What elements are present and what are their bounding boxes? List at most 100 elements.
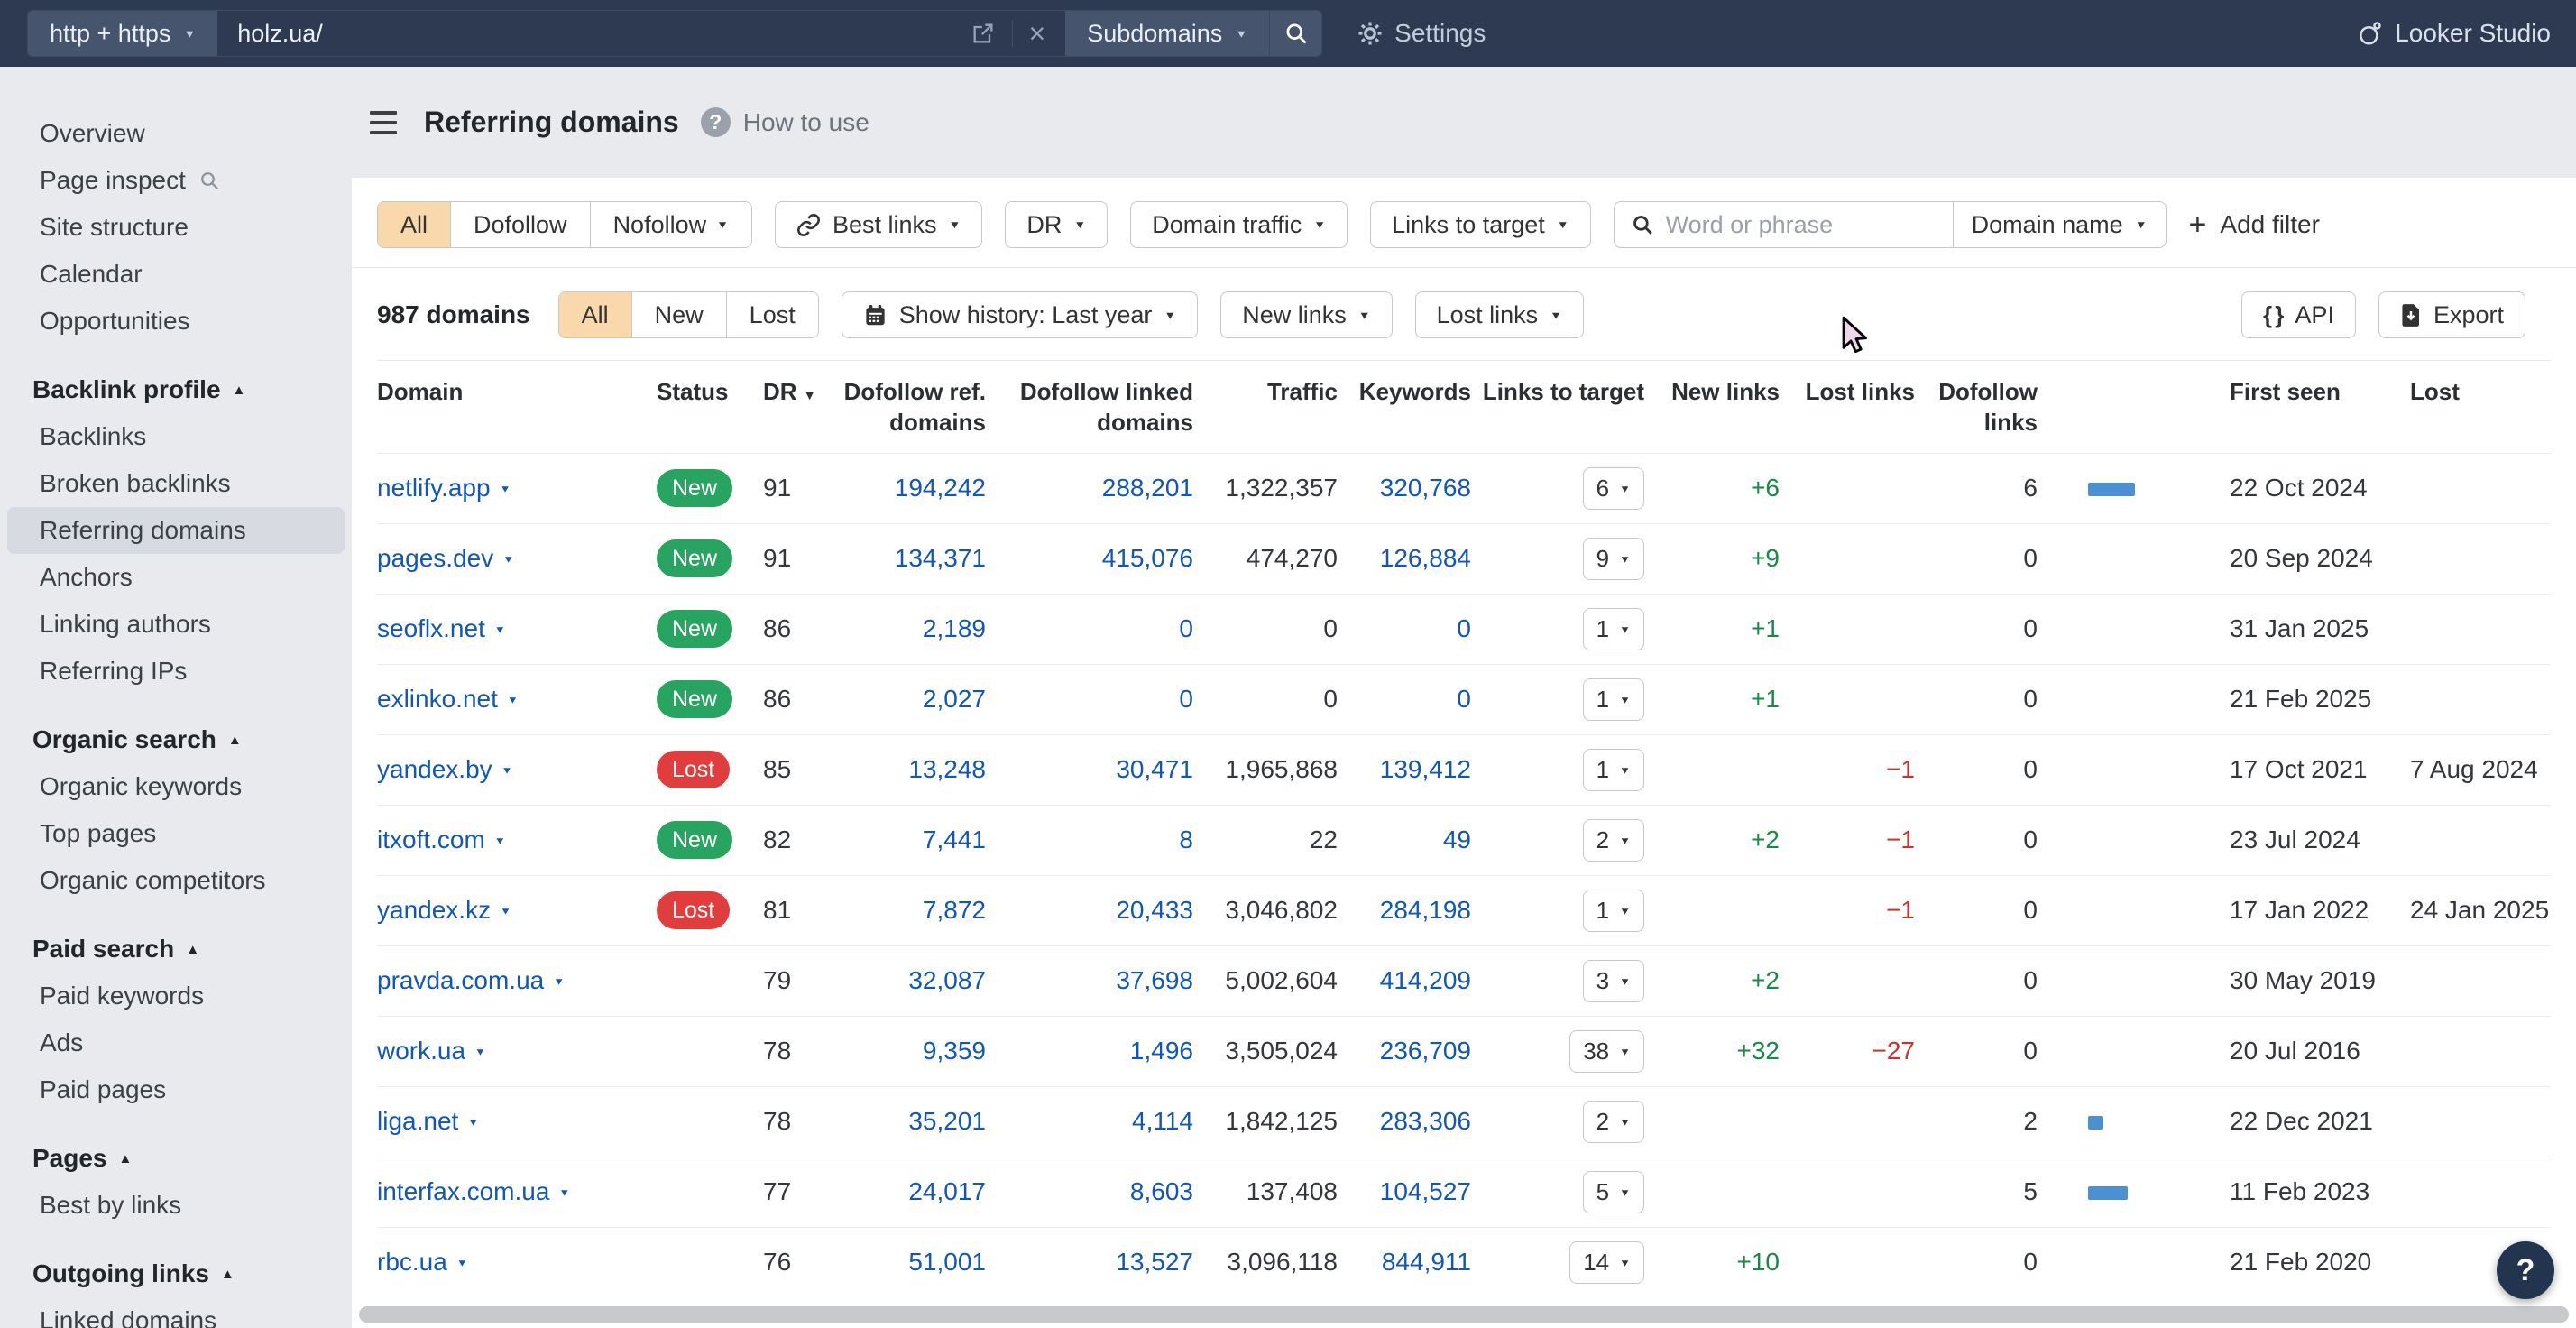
sidebar-section-outgoing-links[interactable]: Outgoing links ▲: [0, 1250, 352, 1297]
menu-icon[interactable]: [364, 106, 402, 140]
metric-link[interactable]: 20,433: [1116, 896, 1193, 925]
metric-link[interactable]: 1,496: [1129, 1037, 1193, 1065]
column-header-lost_links[interactable]: Lost links: [1805, 378, 1915, 405]
column-header-status[interactable]: Status: [657, 378, 729, 405]
segment-dofollow[interactable]: Dofollow: [450, 202, 590, 247]
metric-link[interactable]: 24,017: [908, 1177, 986, 1206]
links-to-target-select[interactable]: 1 ▼: [1582, 607, 1644, 650]
metric-link[interactable]: 284,198: [1379, 896, 1471, 925]
metric-link[interactable]: 126,884: [1379, 544, 1471, 573]
links-to-target-select[interactable]: 9 ▼: [1582, 537, 1644, 580]
sidebar-item-overview[interactable]: Overview: [7, 110, 345, 157]
metric-link[interactable]: 4,114: [1132, 1107, 1193, 1136]
filter-best-links-dropdown[interactable]: Best links ▼: [774, 201, 983, 248]
metric-link[interactable]: 13,248: [908, 755, 986, 784]
metric-link[interactable]: 35,201: [908, 1107, 986, 1136]
metric-link[interactable]: 51,001: [908, 1248, 986, 1277]
metric-link[interactable]: 104,527: [1379, 1177, 1471, 1206]
sidebar-item-calendar[interactable]: Calendar: [7, 251, 345, 298]
column-header-dr[interactable]: DR ▼: [763, 378, 816, 405]
sidebar-item-organic-competitors[interactable]: Organic competitors: [7, 857, 345, 904]
column-header-links_to_target[interactable]: Links to target: [1482, 378, 1644, 405]
column-header-keywords[interactable]: Keywords: [1358, 378, 1471, 405]
metric-link[interactable]: 414,209: [1379, 966, 1471, 995]
links-to-target-select[interactable]: 5 ▼: [1582, 1170, 1644, 1213]
sidebar-item-backlinks[interactable]: Backlinks: [7, 413, 345, 460]
metric-link[interactable]: 844,911: [1381, 1248, 1471, 1277]
metric-link[interactable]: 8,603: [1129, 1177, 1193, 1206]
metric-link[interactable]: 49: [1442, 825, 1471, 854]
domain-link[interactable]: exlinko.net ▼: [377, 685, 519, 714]
clear-icon[interactable]: ×: [1028, 17, 1046, 50]
domain-link[interactable]: work.ua ▼: [377, 1037, 486, 1065]
column-header-domain[interactable]: Domain: [377, 378, 464, 405]
metric-link[interactable]: 0: [1457, 614, 1471, 643]
links-to-target-select[interactable]: 3 ▼: [1582, 959, 1644, 1002]
domain-link[interactable]: liga.net ▼: [377, 1107, 479, 1136]
metric-link[interactable]: 283,306: [1379, 1107, 1471, 1136]
metric-link[interactable]: 320,768: [1379, 474, 1471, 503]
metric-link[interactable]: 0: [1457, 685, 1471, 714]
segment-all[interactable]: All: [378, 202, 451, 247]
metric-link[interactable]: 9,359: [922, 1037, 986, 1065]
domain-link[interactable]: rbc.ua ▼: [377, 1248, 468, 1277]
domain-link[interactable]: yandex.kz ▼: [377, 896, 511, 925]
lost-links-dropdown[interactable]: Lost links ▼: [1414, 291, 1585, 338]
help-button[interactable]: ?: [2497, 1241, 2554, 1299]
sidebar-item-top-pages[interactable]: Top pages: [7, 810, 345, 857]
how-to-use-button[interactable]: ? How to use: [700, 107, 869, 137]
protocol-dropdown[interactable]: http + https ▼: [28, 11, 218, 56]
column-header-traffic[interactable]: Traffic: [1266, 378, 1338, 405]
links-to-target-select[interactable]: 1 ▼: [1582, 748, 1644, 791]
metric-link[interactable]: 2,189: [922, 614, 986, 643]
filter-links-to-target-dropdown[interactable]: Links to target ▼: [1370, 201, 1591, 248]
segment-status-new[interactable]: New: [630, 292, 726, 337]
looker-studio-button[interactable]: Looker Studio: [2356, 19, 2551, 48]
links-to-target-select[interactable]: 2 ▼: [1582, 818, 1644, 862]
column-header-dofollow_linked[interactable]: Dofollow linked domains: [1019, 378, 1193, 436]
metric-link[interactable]: 2,027: [922, 685, 986, 714]
segment-status-lost[interactable]: Lost: [725, 292, 818, 337]
sidebar-item-organic-keywords[interactable]: Organic keywords: [7, 763, 345, 810]
sidebar-item-site-structure[interactable]: Site structure: [7, 204, 345, 251]
sidebar-section-paid-search[interactable]: Paid search ▲: [0, 926, 352, 973]
export-button[interactable]: Export: [2378, 291, 2525, 338]
word-or-phrase-input[interactable]: [1665, 210, 1937, 239]
sidebar-item-linked-domains[interactable]: Linked domains: [7, 1297, 345, 1328]
column-header-dofollow_ref[interactable]: Dofollow ref. domains: [843, 378, 986, 436]
segment-nofollow[interactable]: Nofollow ▼: [589, 202, 751, 247]
links-to-target-select[interactable]: 1 ▼: [1582, 678, 1644, 721]
column-header-dofollow_links[interactable]: Dofollow links: [1938, 378, 2038, 436]
sidebar-item-broken-backlinks[interactable]: Broken backlinks: [7, 460, 345, 507]
sidebar-item-paid-keywords[interactable]: Paid keywords: [7, 973, 345, 1019]
sidebar-item-best-by-links[interactable]: Best by links: [7, 1182, 345, 1229]
external-link-icon[interactable]: [971, 21, 996, 46]
links-to-target-select[interactable]: 6 ▼: [1582, 466, 1644, 510]
sidebar-section-organic-search[interactable]: Organic search ▲: [0, 716, 352, 763]
sidebar-item-anchors[interactable]: Anchors: [7, 554, 345, 601]
sidebar-item-paid-pages[interactable]: Paid pages: [7, 1066, 345, 1113]
new-links-dropdown[interactable]: New links ▼: [1220, 291, 1393, 338]
metric-link[interactable]: 37,698: [1116, 966, 1193, 995]
segment-status-all[interactable]: All: [558, 292, 631, 337]
metric-link[interactable]: 32,087: [908, 966, 986, 995]
domain-name-dropdown[interactable]: Domain name ▼: [1952, 202, 2166, 247]
target-url-input[interactable]: holz.ua/ ×: [217, 11, 1066, 56]
settings-button[interactable]: Settings: [1357, 19, 1486, 48]
domain-link[interactable]: itxoft.com ▼: [377, 825, 506, 854]
column-header-lost[interactable]: Lost: [2410, 378, 2460, 405]
search-button[interactable]: [1269, 11, 1322, 56]
domain-link[interactable]: yandex.by ▼: [377, 755, 513, 784]
filter-dr-dropdown[interactable]: DR ▼: [1005, 201, 1109, 248]
sidebar-section-backlink-profile[interactable]: Backlink profile ▲: [0, 366, 352, 413]
domain-link[interactable]: seoflx.net ▼: [377, 614, 506, 643]
domain-link[interactable]: pravda.com.ua ▼: [377, 966, 565, 995]
links-to-target-select[interactable]: 1 ▼: [1582, 889, 1644, 932]
metric-link[interactable]: 7,441: [922, 825, 986, 854]
links-to-target-select[interactable]: 14 ▼: [1569, 1240, 1644, 1284]
sidebar-item-opportunities[interactable]: Opportunities: [7, 298, 345, 345]
metric-link[interactable]: 7,872: [922, 896, 986, 925]
metric-link[interactable]: 30,471: [1116, 755, 1193, 784]
metric-link[interactable]: 8: [1179, 825, 1193, 854]
metric-link[interactable]: 134,371: [894, 544, 986, 573]
